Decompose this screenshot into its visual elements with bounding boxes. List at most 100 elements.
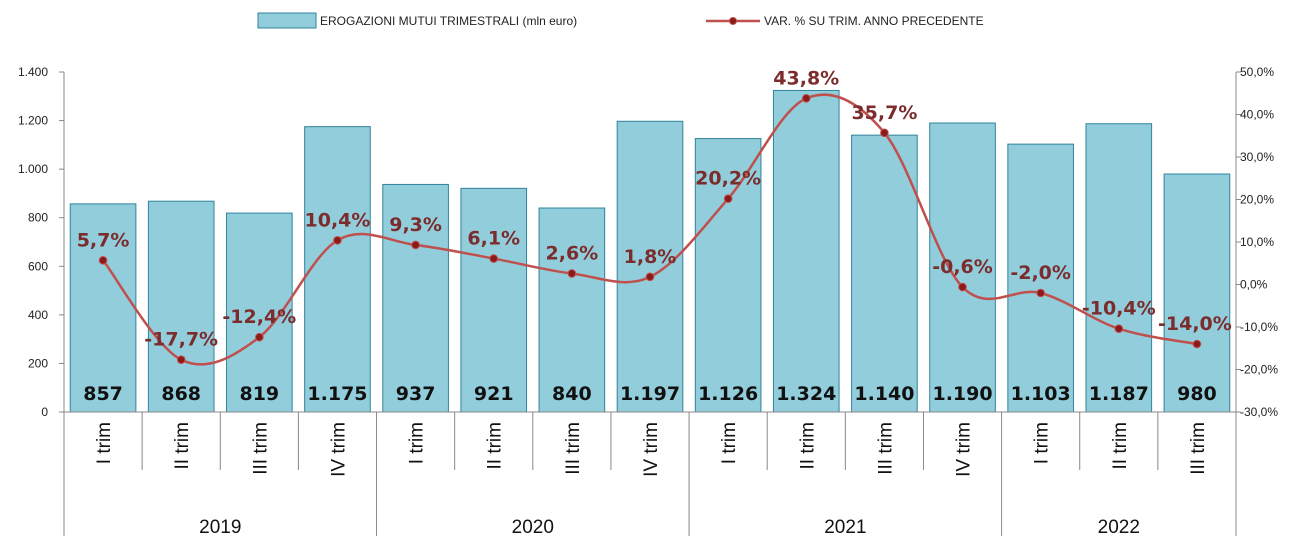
y-left-tick-label: 800 bbox=[28, 211, 48, 225]
category-label: III trim bbox=[563, 422, 584, 475]
line-marker bbox=[333, 236, 342, 245]
bar bbox=[147, 200, 215, 413]
y-right-tick-label: 40,0% bbox=[1240, 108, 1274, 122]
pct-value-label: -2,0% bbox=[1010, 262, 1071, 284]
line-marker bbox=[176, 355, 186, 365]
data-labels: 857 868 819 1.175 937 921 840 1.197 1.126 1.324 1.… bbox=[77, 67, 1232, 405]
bar bbox=[538, 207, 606, 413]
y-left-tick-label: 600 bbox=[28, 259, 48, 273]
bar-value-label: 1.175 bbox=[307, 383, 367, 405]
bar-value-label: 857 bbox=[83, 383, 123, 405]
bar-value-label: 1.187 bbox=[1089, 383, 1149, 405]
line-marker bbox=[645, 272, 655, 282]
pct-value-label: 10,4% bbox=[305, 209, 371, 231]
category-label: III trim bbox=[1188, 422, 1209, 475]
bar bbox=[460, 187, 528, 413]
bar-series bbox=[69, 89, 1231, 413]
bar bbox=[1007, 143, 1074, 413]
bar bbox=[772, 89, 840, 413]
category-label: I trim bbox=[407, 422, 428, 464]
legend-line-label: VAR. % SU TRIM. ANNO PRECEDENTE bbox=[764, 14, 984, 28]
y-right-tick-label: 30,0% bbox=[1240, 150, 1274, 164]
pct-value-label: -17,7% bbox=[144, 329, 218, 351]
bar-value-label: 1.140 bbox=[854, 383, 914, 405]
bar-value-label: 868 bbox=[161, 383, 201, 405]
line-marker bbox=[958, 282, 967, 292]
bar-value-label: 921 bbox=[474, 383, 514, 405]
bar bbox=[304, 126, 371, 413]
y-right-tick-label: -10,0% bbox=[1240, 320, 1278, 334]
bar bbox=[851, 134, 918, 413]
category-label: III trim bbox=[250, 422, 271, 475]
bar-value-label: 1.190 bbox=[932, 383, 992, 405]
y-left-tick-label: 1.000 bbox=[18, 162, 48, 176]
y-right-tick-label: 50,0% bbox=[1240, 65, 1274, 79]
category-label: II trim bbox=[485, 422, 506, 470]
bar bbox=[694, 138, 762, 413]
pct-value-label: 1,8% bbox=[624, 246, 677, 268]
bar-value-label: 980 bbox=[1177, 383, 1217, 405]
year-label: 2019 bbox=[199, 517, 241, 536]
legend: EROGAZIONI MUTUI TRIMESTRALI (mln euro) … bbox=[257, 12, 984, 29]
pct-value-label: 9,3% bbox=[389, 214, 442, 236]
line-marker bbox=[1192, 339, 1202, 349]
bar-value-label: 937 bbox=[396, 383, 436, 405]
line-marker bbox=[1036, 288, 1045, 298]
pct-value-label: 2,6% bbox=[546, 242, 599, 264]
y-left-tick-label: 0 bbox=[41, 405, 48, 419]
bar bbox=[616, 120, 684, 413]
y-right-tick-label: -30,0% bbox=[1240, 405, 1278, 419]
bar-value-label: 1.197 bbox=[620, 383, 680, 405]
y-left-tick-label: 200 bbox=[28, 356, 48, 370]
bar bbox=[382, 183, 449, 413]
category-label: IV trim bbox=[328, 422, 349, 477]
pct-value-label: 35,7% bbox=[851, 102, 917, 124]
y-left-tick-label: 400 bbox=[28, 308, 48, 322]
legend-bar-label: EROGAZIONI MUTUI TRIMESTRALI (mln euro) bbox=[320, 14, 577, 28]
category-label: II trim bbox=[797, 422, 818, 470]
pct-value-label: 43,8% bbox=[773, 67, 839, 89]
category-label: III trim bbox=[875, 422, 896, 475]
line-marker bbox=[489, 254, 499, 263]
bar-value-label: 1.103 bbox=[1011, 383, 1071, 405]
pct-value-label: 6,1% bbox=[467, 228, 520, 250]
line-series bbox=[98, 93, 1202, 366]
line-marker bbox=[880, 128, 889, 138]
bar bbox=[1085, 123, 1153, 413]
bar bbox=[1163, 173, 1231, 413]
y-right-tick-label: 20,0% bbox=[1240, 193, 1274, 207]
legend-bar-swatch bbox=[257, 12, 317, 29]
pct-value-label: 20,2% bbox=[695, 168, 761, 190]
pct-value-label: -10,4% bbox=[1082, 298, 1156, 320]
category-label: I trim bbox=[719, 422, 740, 464]
category-label: I trim bbox=[94, 422, 115, 464]
category-label: IV trim bbox=[954, 422, 975, 477]
y-left-tick-label: 1.200 bbox=[18, 114, 48, 128]
pct-value-label: -12,4% bbox=[222, 306, 296, 328]
line-marker bbox=[411, 240, 420, 250]
line-marker bbox=[1114, 324, 1124, 334]
pct-value-label: -14,0% bbox=[1158, 313, 1232, 335]
y-left-tick-label: 1.400 bbox=[18, 65, 48, 79]
category-label: II trim bbox=[172, 422, 193, 470]
bar-value-label: 1.324 bbox=[776, 383, 836, 405]
category-label: I trim bbox=[1032, 422, 1053, 464]
legend-line-marker bbox=[729, 17, 737, 25]
line-marker bbox=[255, 332, 264, 342]
line-marker bbox=[801, 94, 811, 103]
bar-value-label: 1.126 bbox=[698, 383, 758, 405]
bar-value-label: 840 bbox=[552, 383, 592, 405]
year-label: 2020 bbox=[512, 517, 554, 536]
y-right-tick-label: 0,0% bbox=[1240, 278, 1268, 292]
axes: 0 200 400 600 800 1.000 1.200 1.400 -30,0% -20,0%… bbox=[18, 65, 1278, 536]
line-path bbox=[102, 93, 1198, 366]
pct-value-label: -0,6% bbox=[932, 256, 993, 278]
category-label: IV trim bbox=[641, 422, 662, 477]
y-right-tick-label: 10,0% bbox=[1240, 235, 1274, 249]
y-right-tick-label: -20,0% bbox=[1240, 363, 1278, 377]
line-marker bbox=[98, 255, 108, 265]
line-marker bbox=[723, 194, 733, 203]
line-marker bbox=[567, 269, 577, 278]
year-label: 2021 bbox=[824, 517, 866, 536]
